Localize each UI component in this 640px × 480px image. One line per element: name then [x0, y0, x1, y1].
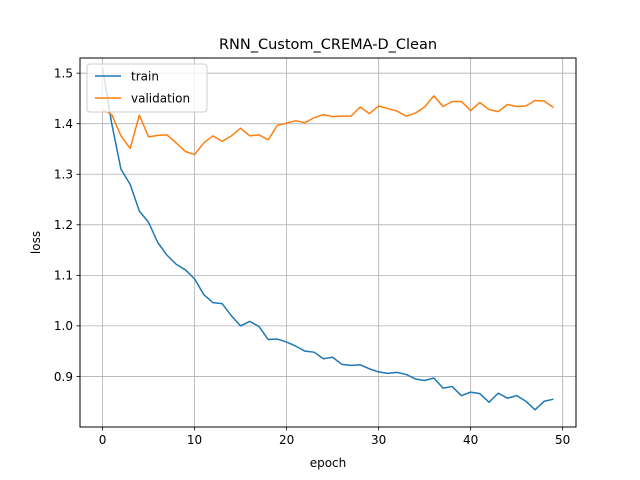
plot-frame [79, 57, 577, 428]
grid [80, 58, 576, 427]
series-layer [101, 67, 554, 411]
y-tick-label: 1.4 [54, 117, 73, 131]
y-tick-label: 1.5 [54, 66, 73, 80]
y-tick-label: 1.2 [54, 218, 73, 232]
y-tick-label: 1.1 [54, 269, 73, 283]
x-tick-label: 40 [463, 433, 478, 447]
x-tick-label: 30 [371, 433, 386, 447]
legend: train validation [86, 63, 208, 113]
ticks: 0 10 20 30 40 50 0.9 1.0 1.1 1.2 1.3 1.4 1.5 [54, 66, 570, 447]
x-tick-label: 50 [555, 433, 570, 447]
series-line-train [101, 67, 554, 411]
x-axis-label: epoch [310, 456, 347, 470]
y-tick-label: 1.0 [54, 319, 73, 333]
legend-label-train: train [131, 69, 159, 83]
y-axis-label: loss [29, 231, 43, 254]
y-tick-label: 1.3 [54, 168, 73, 182]
x-tick-label: 20 [279, 433, 294, 447]
legend-label-validation: validation [131, 91, 190, 105]
chart-title: RNN_Custom_CREMA-D_Clean [219, 37, 437, 53]
y-tick-label: 0.9 [54, 370, 73, 384]
x-tick-label: 0 [99, 433, 107, 447]
series-line-validation [102, 95, 554, 156]
x-tick-label: 10 [187, 433, 202, 447]
